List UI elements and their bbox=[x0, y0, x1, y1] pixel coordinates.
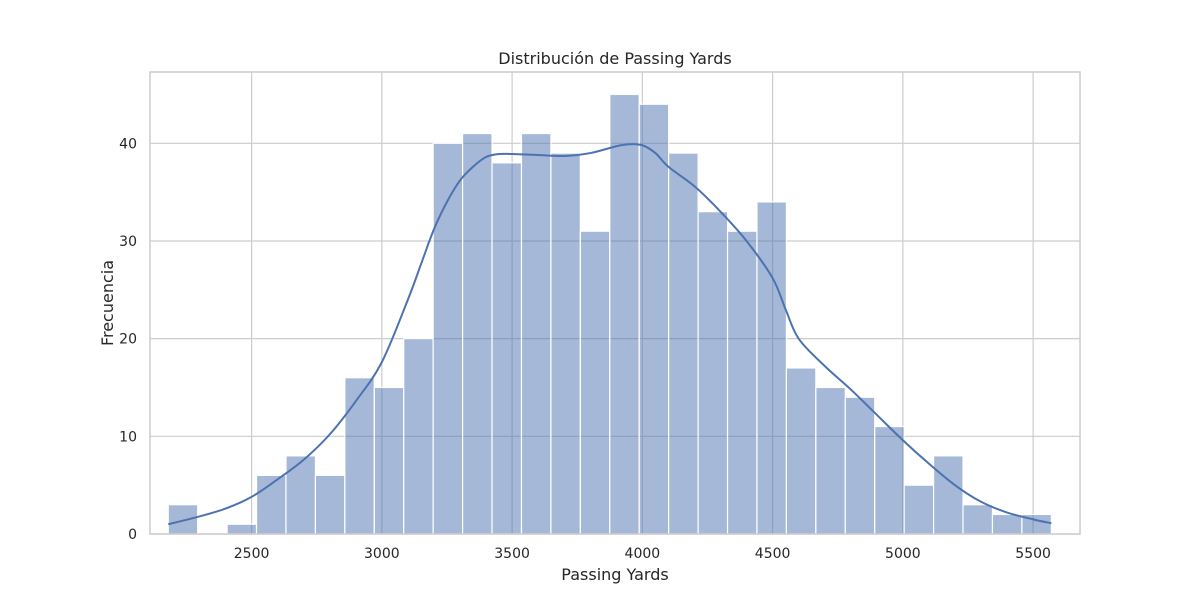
bars-layer bbox=[167, 93, 1052, 535]
chart-title: Distribución de Passing Yards bbox=[498, 49, 731, 68]
histogram-bar bbox=[167, 504, 199, 535]
histogram-bar bbox=[520, 132, 552, 535]
histogram-bar bbox=[226, 523, 258, 535]
histogram-bar bbox=[550, 152, 581, 535]
histogram-bar bbox=[726, 230, 758, 535]
y-tick-label: 0 bbox=[128, 527, 137, 543]
ticks-layer: 2500 3000 3500 4000 4500 5000 5500 0 10 20 30 40 bbox=[119, 136, 1051, 562]
x-tick-label: 3500 bbox=[494, 546, 530, 562]
x-tick-label: 4000 bbox=[625, 546, 661, 562]
y-tick-label: 30 bbox=[119, 234, 137, 250]
histogram-bar bbox=[668, 152, 699, 535]
histogram-bar bbox=[962, 504, 994, 535]
histogram-bar bbox=[638, 103, 670, 535]
y-tick-label: 20 bbox=[119, 332, 137, 348]
histogram-bar bbox=[285, 455, 317, 535]
kde-layer bbox=[167, 143, 1052, 526]
histogram-bar bbox=[491, 162, 523, 535]
histogram-bar bbox=[991, 513, 1023, 535]
histogram-bar bbox=[874, 425, 905, 535]
histogram-bar bbox=[815, 386, 846, 535]
histogram-bar bbox=[403, 338, 434, 535]
histogram-bar bbox=[903, 484, 935, 535]
x-axis-label: Passing Yards bbox=[561, 565, 668, 584]
histogram-bar bbox=[373, 386, 405, 535]
y-tick-label: 10 bbox=[119, 429, 137, 445]
histogram-bar bbox=[462, 132, 493, 535]
histogram-bar bbox=[785, 367, 817, 535]
histogram-bar bbox=[314, 474, 346, 535]
histogram-bar bbox=[255, 474, 287, 535]
histogram-bar bbox=[609, 93, 640, 535]
kde-curve bbox=[167, 143, 1052, 526]
x-tick-label: 5000 bbox=[885, 546, 921, 562]
histogram-bar bbox=[344, 377, 375, 535]
x-tick-label: 4500 bbox=[755, 546, 791, 562]
histogram-bar bbox=[756, 201, 788, 535]
histogram-bar bbox=[697, 211, 729, 535]
plot-frame bbox=[149, 71, 1081, 535]
y-tick-label: 40 bbox=[119, 136, 137, 152]
histogram-bar bbox=[432, 142, 464, 535]
x-tick-label: 2500 bbox=[234, 546, 270, 562]
histogram-bar bbox=[844, 396, 876, 535]
x-tick-label: 5500 bbox=[1015, 546, 1051, 562]
plot-border bbox=[149, 71, 1081, 535]
x-tick-label: 3000 bbox=[364, 546, 400, 562]
histogram-bar bbox=[579, 230, 611, 535]
y-axis-label: Frecuencia bbox=[98, 260, 117, 346]
histogram-bar bbox=[932, 455, 964, 535]
